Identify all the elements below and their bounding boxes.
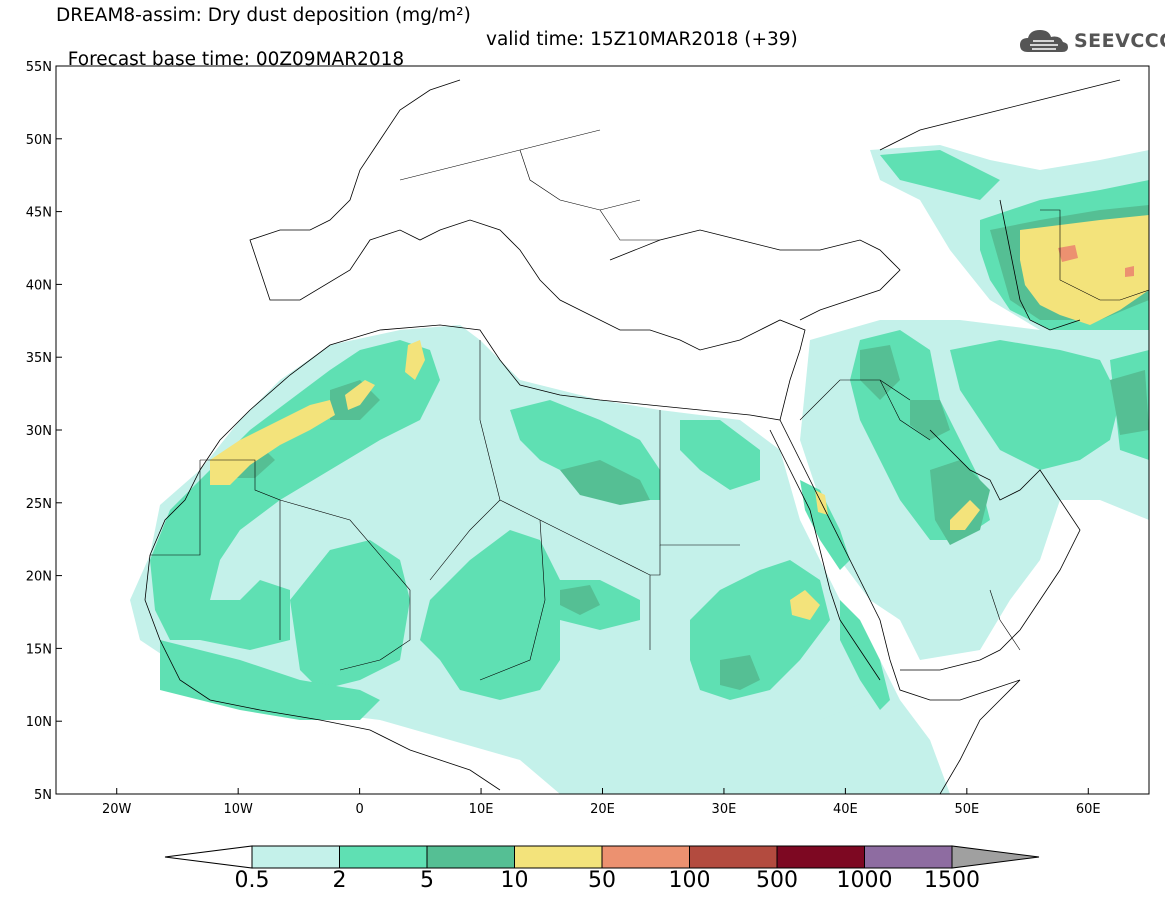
colorbar-over-triangle [951,845,1040,869]
lat-tick-label: 20N [26,570,52,585]
colorbar-level-label: 500 [756,868,798,893]
colorbar-level-label: 10 [500,868,529,893]
logo-text: SEEVCCC [1074,30,1165,52]
lat-tick-label: 35N [26,351,52,366]
lon-tick-label: 20E [590,802,615,817]
lat-tick-label: 40N [26,278,52,293]
colorbar-level-label: 50 [588,868,616,893]
colorbar-level-label: 1500 [924,868,980,893]
colorbar-level-label: 1000 [836,868,893,893]
lon-tick-label: 0 [355,802,363,817]
colorbar-swatch [251,845,340,869]
lon-tick-label: 20W [102,802,132,817]
lat-tick-label: 5N [34,788,52,803]
colorbar [164,845,1040,869]
lat-tick-label: 30N [26,424,52,439]
colorbar-swatch [339,845,428,869]
lon-tick-label: 10E [469,802,494,817]
lat-tick-label: 25N [26,497,52,512]
seevccc-logo: SEEVCCC [1018,26,1165,56]
lon-tick-label: 30E [712,802,737,817]
lat-tick-label: 50N [26,133,52,148]
colorbar-swatch [776,845,865,869]
lon-tick-label: 40E [833,802,858,817]
lon-tick-label: 10W [223,802,253,817]
lat-tick-label: 45N [26,206,52,221]
borders [150,129,1149,681]
colorbar-level-label: 5 [420,868,434,893]
valid-time-label: valid time: 15Z10MAR2018 (+39) [486,29,798,50]
lon-tick-label: 50E [954,802,979,817]
colorbar-level-label: 100 [668,868,711,893]
dust-field [130,79,1149,794]
colorbar-swatch [864,845,953,869]
colorbar-swatch [426,845,515,869]
latitude-axis: 55N 50N 45N 40N 35N 30N 25N 20N 15N 10N 5N [26,60,62,803]
coastlines [144,79,1121,794]
lat-tick-label: 10N [26,715,52,730]
base-time-label: Forecast base time: 00Z09MAR2018 [67,49,405,70]
lat-tick-label: 15N [26,642,52,657]
cloud-logo-icon [1020,30,1068,52]
map-subtitle: Forecast base time: 00Z09MAR2018 valid t… [56,30,798,90]
lon-tick-label: 60E [1076,802,1101,817]
colorbar-swatch [601,845,690,869]
colorbar-level-label: 2 [332,868,347,893]
colorbar-swatch [514,845,603,869]
colorbar-under-triangle [164,845,253,869]
colorbar-level-label: 0.5 [234,868,270,893]
longitude-axis: 20W 10W 0 10E 20E 30E 40E 50E 60E [102,788,1101,817]
colorbar-swatch [689,845,778,869]
map-title: DREAM8-assim: Dry dust deposition (mg/m²… [56,5,471,26]
lat-tick-label: 55N [26,60,52,75]
dust-level-4 [1058,245,1134,277]
